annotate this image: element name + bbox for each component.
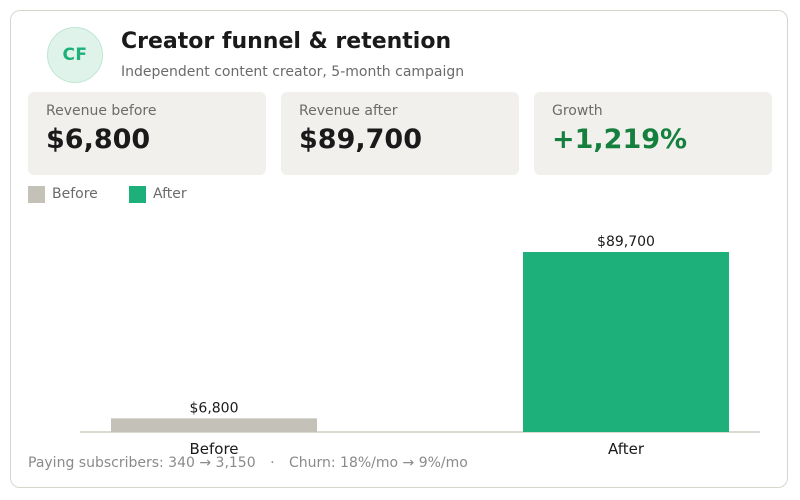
page-subtitle: Independent content creator, 5-month cam…	[121, 64, 465, 80]
legend-swatch-before	[28, 185, 45, 203]
legend-label: After	[153, 186, 187, 202]
legend-item-after: After	[129, 185, 187, 203]
bar-value-label: $6,800	[190, 400, 239, 416]
kpi-value: $6,800	[46, 124, 151, 155]
kpi-value: +1,219%	[552, 124, 688, 155]
footer-separator: ·	[270, 455, 275, 471]
bar-value-label: $89,700	[597, 234, 655, 250]
kpi-label: Revenue before	[46, 103, 157, 119]
bar-before	[111, 418, 317, 432]
legend-swatch-after	[129, 185, 146, 203]
kpi-label: Revenue after	[299, 103, 398, 119]
bar-after	[523, 252, 729, 432]
subscribers-stat: Paying subscribers: 340 → 3,150	[28, 455, 256, 471]
x-tick-label: After	[608, 440, 645, 458]
page-title: Creator funnel & retention	[121, 29, 452, 54]
kpi-revenue-before: Revenue before $6,800	[28, 92, 266, 175]
legend-item-before: Before	[28, 185, 98, 203]
footer-stats: Paying subscribers: 340 → 3,150 · Churn:…	[28, 455, 468, 471]
avatar-initials: CF	[62, 45, 88, 65]
kpi-label: Growth	[552, 103, 603, 119]
legend-label: Before	[52, 186, 98, 202]
kpi-revenue-after: Revenue after $89,700	[281, 92, 519, 175]
churn-stat: Churn: 18%/mo → 9%/mo	[288, 455, 468, 471]
avatar: CF	[47, 27, 103, 83]
kpi-value: $89,700	[299, 124, 422, 155]
x-tick-label: Before	[189, 440, 238, 458]
kpi-growth: Growth +1,219%	[534, 92, 772, 175]
